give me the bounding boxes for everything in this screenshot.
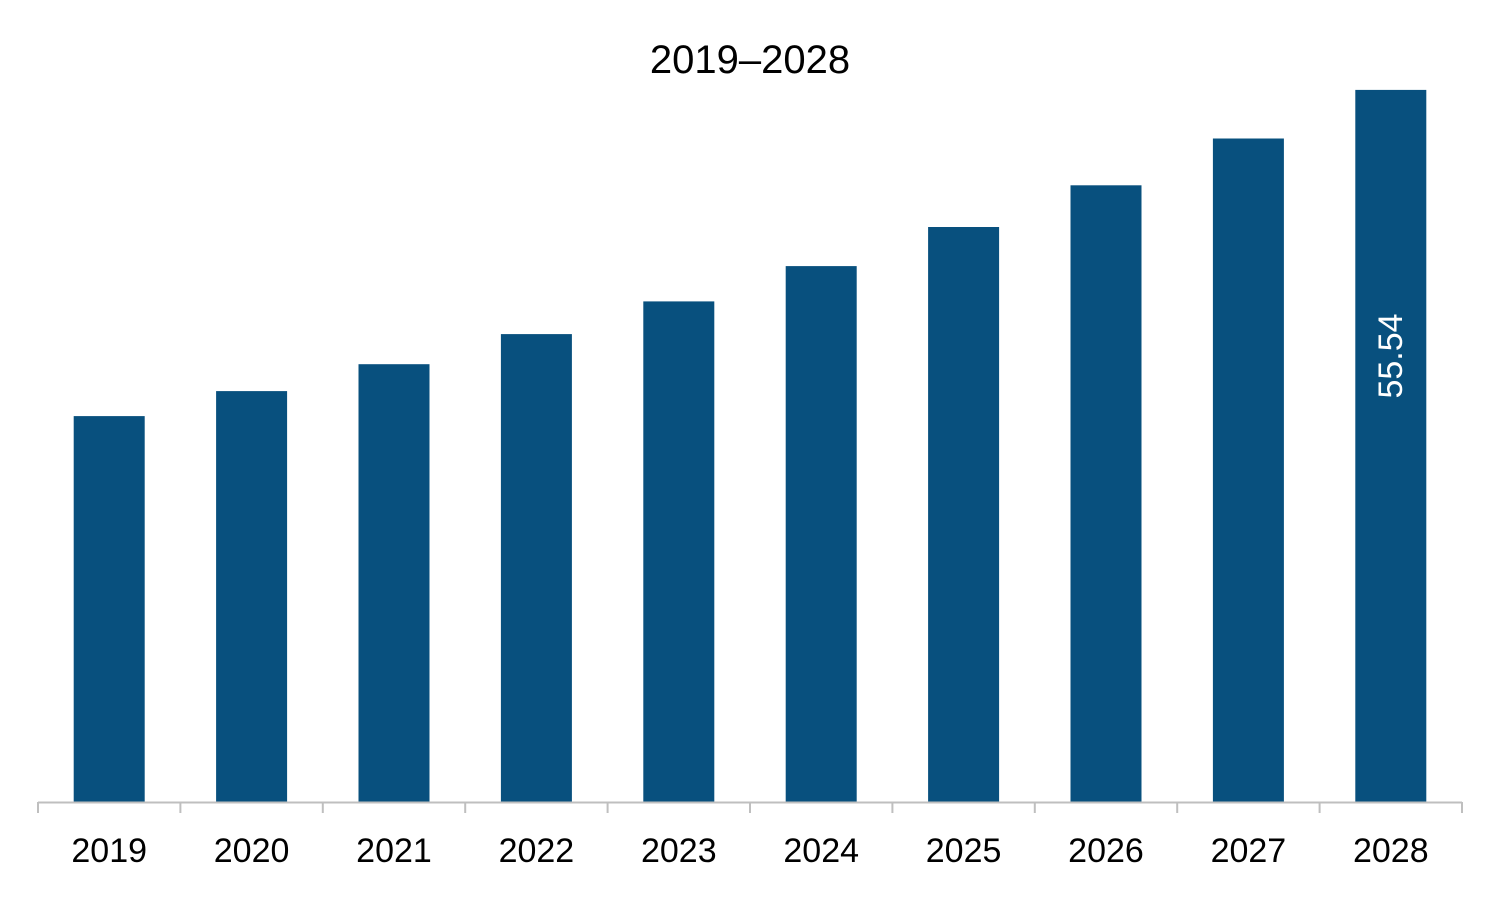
x-tick-label-2020: 2020 bbox=[214, 832, 290, 870]
chart-title: 2019–2028 bbox=[650, 38, 850, 82]
x-tick-label-2028: 2028 bbox=[1353, 832, 1429, 870]
bar-2019 bbox=[73, 416, 145, 802]
x-tick-label-2025: 2025 bbox=[926, 832, 1002, 870]
data-labels: 55.54 bbox=[1372, 313, 1410, 398]
bar-2022 bbox=[500, 334, 572, 802]
x-tick-label-2021: 2021 bbox=[356, 832, 432, 870]
bar-2023 bbox=[643, 301, 715, 802]
bar-2021 bbox=[358, 364, 430, 802]
x-tick-label-2022: 2022 bbox=[499, 832, 575, 870]
x-tick-label-2026: 2026 bbox=[1068, 832, 1144, 870]
data-label-2028: 55.54 bbox=[1372, 313, 1410, 398]
x-tick-label-2024: 2024 bbox=[783, 832, 859, 870]
bar-2020 bbox=[216, 391, 288, 802]
x-tick-label-2023: 2023 bbox=[641, 832, 717, 870]
bar-2024 bbox=[785, 266, 857, 803]
x-tick-label-2019: 2019 bbox=[71, 832, 147, 870]
x-tick-label-2027: 2027 bbox=[1211, 832, 1287, 870]
bar-2026 bbox=[1070, 185, 1142, 803]
bars-group bbox=[73, 89, 1427, 803]
bar-2025 bbox=[928, 227, 1000, 802]
x-axis bbox=[37, 801, 1463, 813]
x-tick-labels: 2019 2020 2021 2022 2023 2024 2025 2026 2027 2028 bbox=[71, 832, 1428, 870]
bar-2028 bbox=[1355, 89, 1427, 802]
bar-2027 bbox=[1212, 138, 1284, 802]
